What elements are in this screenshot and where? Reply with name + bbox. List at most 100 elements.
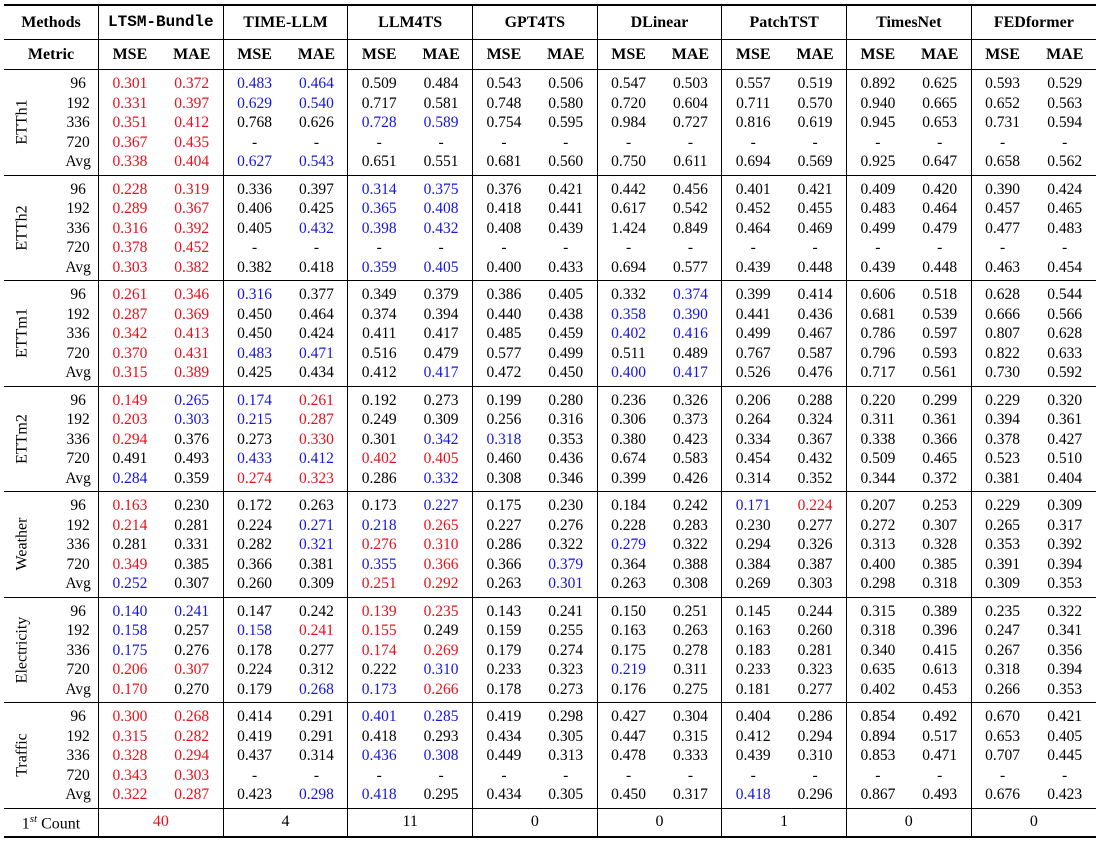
mae-value: 0.385 — [174, 555, 210, 573]
mse-value: 0.406 — [222, 199, 286, 219]
mse-value: 0.149 — [97, 385, 161, 410]
mse-value: 0.309 — [970, 574, 1034, 597]
mse-value: 0.279 — [596, 535, 660, 555]
mse-value: 0.286 — [347, 468, 411, 492]
mse-value: 0.450 — [596, 785, 660, 808]
mse-value: - — [222, 765, 286, 785]
mae-value: 0.328 — [922, 536, 958, 553]
mse-value: 0.398 — [347, 218, 411, 238]
mse-value: 0.439 — [721, 746, 785, 766]
mse-value: - — [347, 132, 411, 152]
horizon-label: 336 — [66, 114, 90, 131]
table-row: 720 0.349 0.385 0.366 0.381 0.355 0.366 0.366 0.… — [4, 554, 1096, 574]
mae-value: 0.459 — [548, 325, 584, 342]
mae-value: 0.367 — [797, 430, 833, 448]
mae-value: 0.394 — [1047, 555, 1083, 573]
mse-value: 0.179 — [222, 679, 286, 703]
mae-value: 0.544 — [1033, 280, 1096, 305]
mse-value: 0.267 — [970, 640, 1034, 660]
mae-value: 0.405 — [1047, 727, 1083, 745]
table-row: Weather 96 0.163 0.230 0.172 0.263 0.173 0.227 0… — [4, 491, 1096, 597]
mse-value: 0.206 — [97, 660, 161, 680]
mae-value: 0.464 — [922, 200, 958, 217]
horizon-label: 720 — [66, 344, 90, 362]
mse-value: 0.796 — [845, 343, 909, 363]
metric-label: Metric — [4, 39, 99, 70]
mse-value: 0.816 — [721, 113, 785, 133]
mse-value: 0.178 — [222, 640, 286, 660]
mae-value: 0.273 — [410, 385, 473, 410]
dataset-label: Electricity — [13, 616, 31, 684]
mae-value: 0.413 — [174, 325, 210, 342]
mae-value: 0.626 — [298, 114, 334, 131]
mse-value: 0.300 — [97, 702, 161, 727]
mse-value: 0.175 — [596, 640, 660, 660]
mse-value: 0.418 — [471, 199, 535, 219]
mse-value: 0.150 — [596, 596, 660, 621]
mae-value: 0.379 — [410, 280, 473, 305]
mse-value: 0.192 — [347, 385, 411, 410]
mae-value: 0.304 — [659, 702, 722, 727]
mse-value: - — [721, 765, 785, 785]
mae-value: 0.416 — [672, 325, 708, 342]
mae-value: 0.431 — [174, 344, 210, 362]
mae-value: 0.307 — [174, 661, 210, 678]
mae-header: MAE — [160, 39, 224, 70]
mse-value: 0.286 — [471, 535, 535, 555]
mae-value: 0.332 — [423, 469, 459, 487]
mse-value: 0.203 — [97, 410, 161, 430]
mae-value: 0.376 — [174, 430, 210, 448]
mae-value: 0.595 — [548, 114, 584, 131]
mae-value: - — [1062, 133, 1068, 151]
mae-value: 0.281 — [174, 516, 210, 534]
first-count-row: 1st Count 40 4 11 0 0 1 0 0 — [4, 807, 1096, 838]
mae-value: 0.298 — [298, 786, 334, 803]
mse-header: MSE — [347, 39, 411, 70]
mse-value: 0.272 — [845, 515, 909, 535]
mae-value: 0.367 — [174, 200, 210, 217]
mae-value: 0.453 — [922, 680, 958, 698]
mae-value: 0.375 — [410, 174, 473, 199]
mse-value: 0.163 — [721, 621, 785, 641]
mae-value: 0.517 — [922, 727, 958, 745]
mse-value: 0.728 — [347, 113, 411, 133]
mae-value: 0.452 — [174, 239, 210, 256]
mae-value: - — [563, 239, 569, 256]
mae-value: 0.397 — [285, 174, 348, 199]
mse-value: 0.940 — [845, 93, 909, 113]
mae-value: 0.310 — [423, 661, 459, 678]
table-row: Avg 0.252 0.307 0.260 0.309 0.251 0.292 0.263 0.… — [4, 574, 1096, 597]
mse-value: 0.256 — [471, 410, 535, 430]
mae-value: 0.510 — [1047, 450, 1083, 467]
mse-value: 0.404 — [721, 702, 785, 727]
mse-value: 0.658 — [970, 152, 1034, 175]
mse-value: 0.478 — [596, 746, 660, 766]
mse-value: 0.681 — [471, 152, 535, 175]
mae-value: 0.471 — [298, 344, 334, 362]
model-header-fedformer: FEDformer — [970, 4, 1096, 40]
mse-value: 0.485 — [471, 324, 535, 344]
mae-value: 0.251 — [659, 596, 722, 621]
mse-value: 0.306 — [596, 410, 660, 430]
mse-value: 0.236 — [596, 385, 660, 410]
mae-value: 0.465 — [1047, 200, 1083, 217]
table-row: 720 0.370 0.431 0.483 0.471 0.516 0.479 0.577 0.… — [4, 343, 1096, 363]
mse-value: 0.235 — [970, 596, 1034, 621]
mse-value: 0.355 — [347, 554, 411, 574]
methods-label: Methods — [4, 4, 99, 40]
mse-value: 0.509 — [845, 449, 909, 469]
mae-value: 0.287 — [298, 411, 334, 428]
mse-value: 0.707 — [970, 746, 1034, 766]
mse-value: - — [721, 132, 785, 152]
mse-value: 0.822 — [970, 343, 1034, 363]
horizon-label: Avg — [65, 364, 91, 381]
mse-value: 0.526 — [721, 363, 785, 386]
mae-header: MAE — [285, 39, 348, 70]
mae-value: 0.346 — [548, 469, 584, 487]
mse-value: 0.263 — [596, 574, 660, 597]
mae-value: 0.424 — [298, 325, 334, 342]
mae-value: 0.293 — [423, 727, 459, 745]
mse-value: 0.627 — [222, 152, 286, 175]
mse-value: 0.401 — [721, 174, 785, 199]
mse-value: 0.402 — [845, 679, 909, 703]
